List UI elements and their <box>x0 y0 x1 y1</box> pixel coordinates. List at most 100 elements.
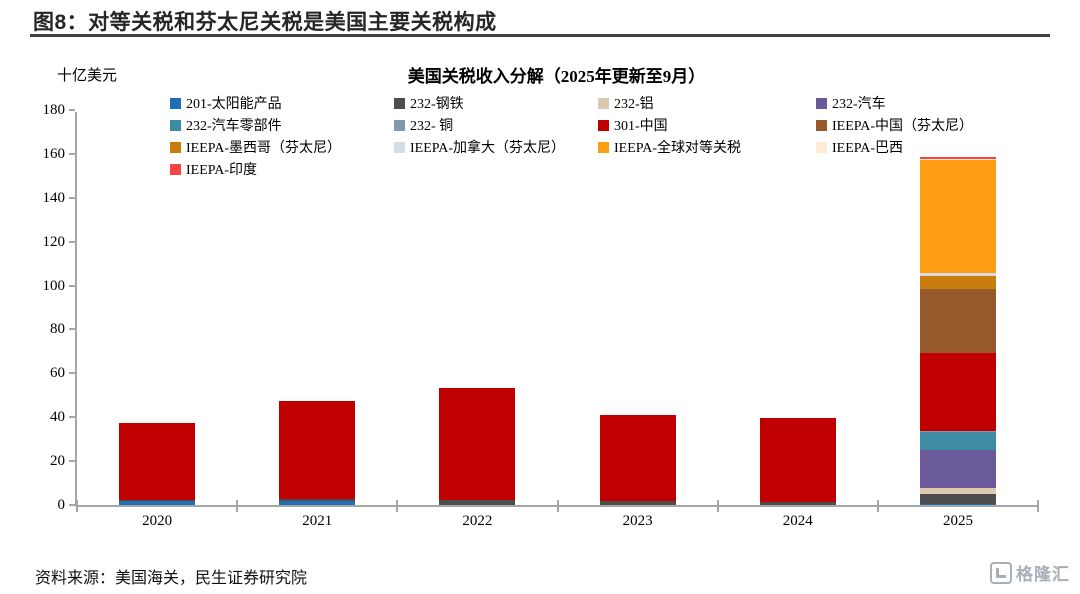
y-axis-tick <box>69 240 75 243</box>
legend-item: 232- 铜 <box>394 114 598 136</box>
y-axis-unit-label: 十亿美元 <box>57 68 118 84</box>
chart-legend: 201-太阳能产品 232-钢铁 232-铝 232-汽车 232-汽车零部件 232- … <box>170 92 1063 180</box>
legend-swatch-icon <box>170 97 181 109</box>
legend-item: 232-汽车零部件 <box>170 114 394 136</box>
bar-segment <box>919 504 996 505</box>
x-axis-label: 2025 <box>942 513 973 529</box>
y-axis-tick-label: 160 <box>42 145 66 162</box>
legend-item: 201-太阳能产品 <box>170 92 394 114</box>
chart-title: 美国关税收入分解（2025年更新至9月） <box>407 67 706 86</box>
bar-segment <box>919 449 996 488</box>
legend-label: IEEPA-全球对等关税 <box>614 141 742 156</box>
legend-label: 232-铝 <box>614 97 654 112</box>
legend-label: 232-汽车 <box>832 97 886 112</box>
legend-item: IEEPA-全球对等关税 <box>598 136 816 158</box>
stacked-bar-2021 <box>279 112 356 505</box>
legend-swatch-icon <box>598 97 609 109</box>
x-axis-label: 2023 <box>622 513 653 529</box>
y-axis-tick <box>69 109 75 111</box>
legend-label: IEEPA-加拿大（芬太尼） <box>410 141 566 156</box>
y-axis-tick-label: 80 <box>50 321 65 338</box>
bar-segment <box>919 431 996 450</box>
bar-segment <box>919 156 996 160</box>
source-note: 资料来源：美国海关，民生证券研究院 <box>35 570 308 587</box>
legend-swatch-icon <box>598 119 609 131</box>
bar-segment <box>119 501 196 505</box>
legend-swatch-icon <box>394 97 405 109</box>
legend-label: IEEPA-中国（芬太尼） <box>832 119 974 134</box>
plot-area: 2020 2021 2022 2023 2024 2025 0 20 40 60 80 100 120… <box>43 102 1039 529</box>
legend-label: 201-太阳能产品 <box>186 97 282 112</box>
x-axis-tick <box>876 500 879 512</box>
x-axis-tick <box>236 500 239 512</box>
category-slot: 2021 <box>237 112 397 529</box>
figure-title: 图8：对等关税和芬太尼关税是美国主要关税构成 <box>33 11 497 34</box>
header-divider <box>30 34 1050 37</box>
legend-item: 301-中国 <box>598 114 816 136</box>
legend-item: IEEPA-中国（芬太尼） <box>816 114 1063 136</box>
x-axis-tick <box>1037 500 1039 512</box>
bar-segment <box>119 499 196 502</box>
legend-swatch-icon <box>598 141 609 153</box>
y-axis-tick-label: 180 <box>42 102 66 118</box>
y-axis-tick <box>69 504 75 506</box>
figure-header: 图8：对等关税和芬太尼关税是美国主要关税构成 <box>33 6 1050 36</box>
gelonghui-logo-text: 格隆汇 <box>1016 565 1070 584</box>
legend-swatch-icon <box>170 141 181 153</box>
legend-label: 301-中国 <box>614 119 668 134</box>
y-axis-tick <box>69 196 75 199</box>
legend-label: IEEPA-墨西哥（芬太尼） <box>186 141 342 156</box>
legend-item: IEEPA-墨西哥（芬太尼） <box>170 136 394 158</box>
bar-segment <box>439 387 516 500</box>
bar-segment <box>599 501 676 505</box>
bar-segment <box>919 160 996 274</box>
x-axis-label: 2022 <box>462 513 493 529</box>
legend-label: 232-钢铁 <box>410 97 464 112</box>
y-axis-tick <box>69 460 75 463</box>
legend-swatch-icon <box>816 97 827 109</box>
legend-swatch-icon <box>816 119 827 131</box>
x-axis-label: 2024 <box>782 513 813 529</box>
y-axis-tick-label: 100 <box>42 277 66 294</box>
y-axis-tick <box>69 416 75 419</box>
stacked-bar-2025 <box>919 112 996 505</box>
bar-segment <box>119 423 196 500</box>
bars-container: 2020 2021 2022 2023 2024 2025 <box>77 112 1038 529</box>
y-axis-tick <box>69 328 75 331</box>
stacked-bar-2024 <box>759 112 836 505</box>
x-axis-tick <box>716 500 719 512</box>
x-axis-label: 2021 <box>302 513 333 529</box>
bar-segment <box>919 288 996 353</box>
legend-label: IEEPA-巴西 <box>832 141 904 156</box>
x-axis-tick <box>556 500 559 512</box>
y-axis-tick-label: 140 <box>42 189 66 206</box>
y-axis-tick <box>69 372 75 375</box>
gelonghui-logo-icon <box>990 561 1012 584</box>
legend-swatch-icon <box>394 141 405 153</box>
legend-item: 232-钢铁 <box>394 92 598 114</box>
y-axis-tick-label: 60 <box>50 365 65 382</box>
bar-segment <box>759 417 836 503</box>
gelonghui-logo: 格隆汇 <box>990 560 1070 585</box>
category-slot: 2023 <box>558 112 718 529</box>
bar-segment <box>279 401 356 499</box>
x-axis-tick <box>396 500 399 512</box>
bar-segment <box>919 494 996 505</box>
legend-item: IEEPA-加拿大（芬太尼） <box>394 136 598 158</box>
y-axis-tick-label: 0 <box>57 497 66 513</box>
stacked-bar-2023 <box>599 112 676 505</box>
bar-segment <box>919 275 996 289</box>
x-axis-label: 2020 <box>142 513 173 529</box>
category-slot: 2022 <box>397 112 557 529</box>
stacked-bar-2020 <box>119 112 196 505</box>
bar-segment <box>919 352 996 431</box>
legend-label: 232- 铜 <box>410 119 454 134</box>
category-slot: 2025 <box>878 112 1038 529</box>
bar-segment <box>919 273 996 276</box>
bar-segment <box>439 499 516 505</box>
legend-swatch-icon <box>170 119 181 131</box>
legend-swatch-icon <box>170 163 181 175</box>
legend-swatch-icon <box>394 119 405 131</box>
bar-segment <box>599 415 676 502</box>
